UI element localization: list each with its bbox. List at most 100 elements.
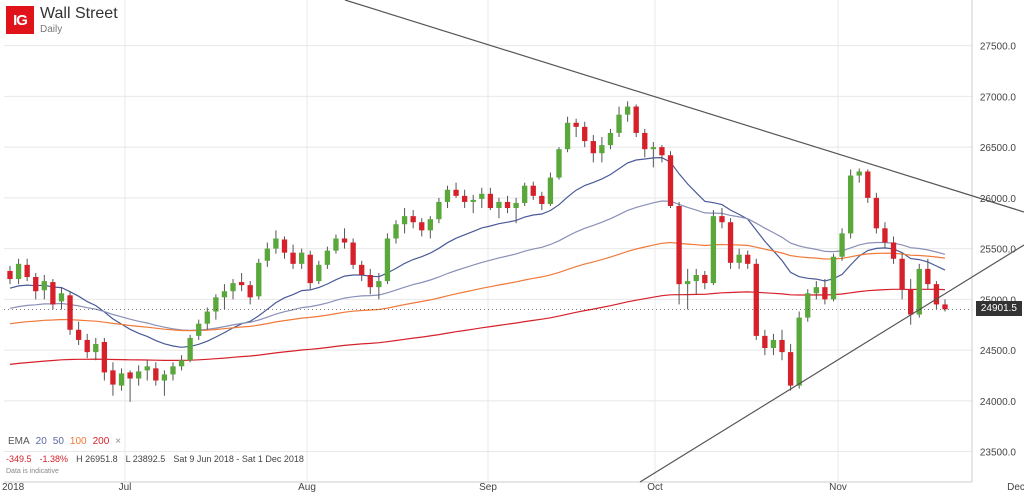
candle-down [247,285,253,298]
candle-down [453,189,459,196]
candle-down [702,274,708,284]
candle-down [882,228,888,243]
x-axis: 2018 Jul Aug Sep Oct Nov Dec [2,481,1024,493]
candle-up [376,281,382,288]
timeframe-label: Daily [40,24,63,35]
candle-up [273,238,279,249]
ema-20-line [9,156,946,348]
ema-20-label: 20 [35,436,47,447]
ema-200-line [9,288,946,365]
candle-up [847,175,854,234]
candle-up [93,343,99,353]
candle-up [187,337,193,361]
y-tick-label: 25500.0 [980,245,1017,256]
candle-down [359,264,365,275]
candle-down [367,274,373,288]
price-change: -349.5 [6,454,32,464]
candle-up [830,256,837,300]
candle-down [890,242,897,259]
candle-down [779,339,785,353]
candle-down [908,289,914,315]
candle-down [410,216,416,223]
candle-up [58,293,65,302]
candle-down [933,284,940,305]
candle-up [616,114,622,133]
candle-down [84,339,90,353]
candle-up [401,216,408,225]
candle-down [899,258,905,290]
candle-down [127,372,133,379]
candle-up [384,238,391,282]
candle-up [264,248,270,261]
candle-up [607,132,614,146]
y-tick-label: 23500.0 [980,448,1017,459]
candle-down [461,195,468,202]
candle-down [873,197,880,229]
candle-up [496,201,502,209]
candle-down [582,126,588,142]
candle-up [856,171,862,176]
candle-down [573,122,579,127]
date-range: Sat 9 Jun 2018 - Sat 1 Dec 2018 [173,454,304,464]
y-axis: 23500.0 24000.0 24500.0 25000.0 25500.0 26000… [971,0,1017,482]
x-tick-label: Nov [829,482,847,493]
candle-up [230,283,236,292]
candle-down [659,147,665,156]
last-price-tag: 24901.5 [975,301,1022,317]
candle-down [822,287,828,300]
candle-up [204,311,210,324]
ig-logo: IG [6,6,34,34]
candle-down [33,277,39,292]
candle-up [693,274,699,282]
remove-indicator-icon[interactable]: × [115,436,122,447]
candle-down [487,193,494,209]
candle-up [839,233,845,257]
candle-up [436,201,442,220]
indicator-label: EMA [8,436,30,447]
y-tick-label: 24000.0 [980,397,1017,408]
period-high: H 26951.8 [76,454,118,464]
candle-down [350,242,356,265]
candle-down [633,106,639,133]
candle-down [7,270,13,280]
candle-down [590,141,596,154]
candle-down [281,239,288,253]
candle-down [667,155,674,206]
candle-down [238,282,245,286]
candle-up [770,339,777,349]
price-change-percent: -1.38% [39,454,69,464]
y-tick-label: 26500.0 [980,143,1017,154]
candle-up [444,189,451,202]
candle-up [393,224,399,239]
candle-up [170,366,176,375]
candle-down [110,370,116,385]
candle-up [144,366,150,371]
candle-up [736,254,742,263]
instrument-title: Wall Street [40,5,118,22]
x-tick-label: Oct [647,482,663,493]
candle-down [642,132,648,150]
candle-up [710,216,717,284]
candle-down [865,171,871,198]
candle-down [727,222,734,263]
candle-down [925,268,931,285]
candle-down [745,254,751,264]
candle-down [50,282,56,305]
candle-down [307,254,313,284]
candle-up [916,268,922,315]
y-tick-label: 25000.0 [980,295,1017,306]
y-tick-label: 27000.0 [980,92,1017,103]
indicative-note: Data is indicative [6,468,59,475]
indicator-legend[interactable]: EMA 20 50 100 200 × [8,436,121,447]
candle-up [324,250,331,265]
candle-down [530,185,536,196]
candle-up [333,238,339,251]
candle-up [624,106,631,115]
candle-up [15,263,22,280]
candle-up [805,293,811,318]
x-tick-label: Dec [1007,482,1024,493]
candle-up [136,371,142,379]
candle-down [101,341,108,373]
ema-100-line [9,241,946,332]
